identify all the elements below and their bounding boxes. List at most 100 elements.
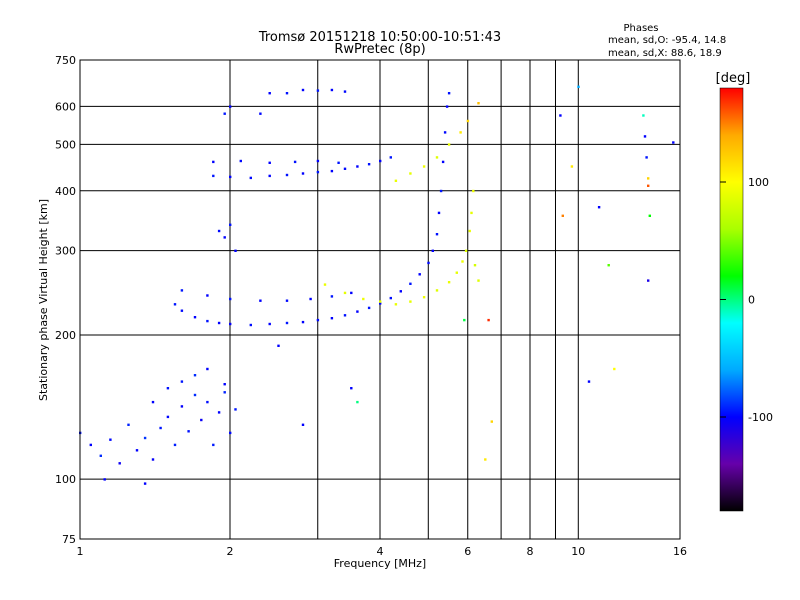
data-point xyxy=(443,131,447,134)
data-point xyxy=(356,310,359,313)
data-point xyxy=(217,229,221,233)
data-point xyxy=(409,300,412,303)
colorbar-ticks: 100 0 -100 xyxy=(720,176,773,424)
series-o_low_band xyxy=(79,367,237,485)
plot-frame xyxy=(79,59,681,540)
data-point xyxy=(607,264,610,267)
data-point xyxy=(422,296,426,299)
data-point xyxy=(234,408,237,411)
data-point xyxy=(316,89,320,92)
data-point xyxy=(151,458,155,461)
y-tick-label: 400 xyxy=(55,185,76,198)
data-point xyxy=(301,423,305,426)
data-point xyxy=(229,223,232,226)
data-point xyxy=(173,443,177,447)
data-point xyxy=(343,167,347,170)
chart-subtitle: RwPretec (8p) xyxy=(334,42,425,57)
data-point xyxy=(484,458,487,461)
x-tick-label: 16 xyxy=(673,545,687,558)
data-point xyxy=(389,156,392,159)
y-tick-label: 200 xyxy=(55,329,76,342)
data-point xyxy=(337,161,340,164)
data-point xyxy=(206,319,209,323)
data-point xyxy=(206,400,209,404)
data-point xyxy=(435,156,439,159)
colorbar-tick-label: -100 xyxy=(748,411,773,424)
data-point xyxy=(468,229,471,233)
x-tick-label: 1 xyxy=(77,545,84,558)
data-point xyxy=(217,321,221,325)
data-point xyxy=(268,174,271,178)
data-point xyxy=(356,165,359,168)
x-tick-label: 8 xyxy=(527,545,534,558)
data-point xyxy=(223,391,226,394)
data-point xyxy=(399,290,402,293)
data-point xyxy=(118,462,121,465)
data-point xyxy=(431,249,434,252)
data-point xyxy=(206,367,209,371)
data-point xyxy=(643,135,647,138)
data-point xyxy=(409,172,412,175)
colorbar-tick-label: 100 xyxy=(748,176,769,189)
y-tick-label: 300 xyxy=(55,245,76,258)
data-point xyxy=(212,443,215,447)
data-point xyxy=(642,114,645,117)
y-tick-label: 500 xyxy=(55,138,76,151)
data-point xyxy=(159,426,162,430)
data-point xyxy=(343,314,347,317)
data-points xyxy=(79,85,675,485)
data-point xyxy=(180,289,184,292)
data-point xyxy=(330,317,334,320)
data-point xyxy=(379,159,382,163)
data-point xyxy=(367,306,371,310)
data-point xyxy=(259,112,262,115)
data-point xyxy=(217,411,221,414)
data-point xyxy=(166,415,170,419)
data-point xyxy=(463,318,466,322)
data-point xyxy=(441,160,445,164)
data-point xyxy=(151,400,155,404)
data-point xyxy=(490,420,493,423)
data-point xyxy=(473,264,477,267)
data-point xyxy=(570,165,574,168)
x-tick-label: 6 xyxy=(464,545,471,558)
data-point xyxy=(234,249,237,252)
data-point xyxy=(587,380,591,383)
data-point xyxy=(367,163,371,166)
data-point xyxy=(470,211,473,215)
data-point xyxy=(455,271,458,274)
data-point xyxy=(447,281,451,284)
data-point xyxy=(229,105,232,108)
data-point xyxy=(316,318,320,322)
data-point xyxy=(362,297,365,301)
data-point xyxy=(180,309,184,312)
data-point xyxy=(647,184,650,187)
stats-line-o: mean, sd,O: -95.4, 14.8 xyxy=(608,35,726,46)
data-point xyxy=(435,233,439,236)
data-point xyxy=(109,438,112,441)
data-point xyxy=(647,279,650,282)
data-point xyxy=(301,88,305,92)
x-tick-label: 2 xyxy=(227,545,234,558)
data-point xyxy=(350,387,353,390)
data-point xyxy=(472,189,475,193)
data-point xyxy=(143,436,147,440)
series-x_E_trace xyxy=(323,189,480,306)
data-point xyxy=(229,297,232,301)
data-point xyxy=(229,322,232,326)
data-point xyxy=(229,175,232,179)
data-point xyxy=(249,176,252,180)
data-point xyxy=(301,320,305,324)
data-point xyxy=(127,423,130,426)
chart-title: Tromsø 20151218 10:50:00-10:51:43 xyxy=(258,30,501,45)
data-point xyxy=(389,296,392,300)
grid-lines xyxy=(80,60,680,539)
x-axis-label: Frequency [MHz] xyxy=(334,557,426,570)
data-point xyxy=(173,303,177,306)
data-point xyxy=(477,279,480,282)
data-point xyxy=(277,344,280,347)
data-point xyxy=(135,449,139,452)
data-point xyxy=(285,321,289,325)
data-point xyxy=(613,367,616,371)
